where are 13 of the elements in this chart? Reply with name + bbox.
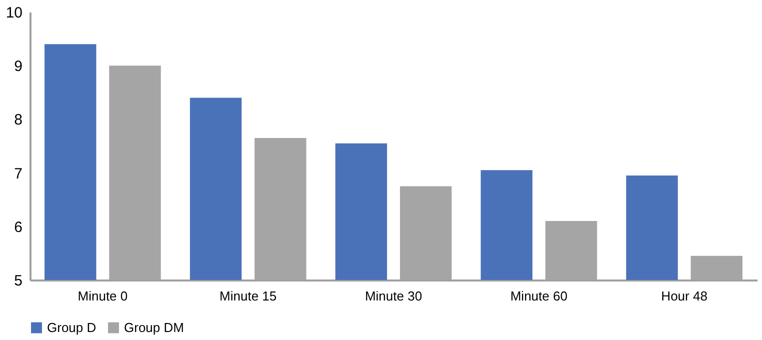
y-tick-label: 6 [14, 218, 22, 236]
x-tick-label: Minute 30 [364, 288, 422, 304]
legend-label: Group D [47, 320, 96, 335]
y-tick-label: 9 [14, 58, 22, 76]
x-tick-label: Minute 15 [220, 288, 277, 304]
x-tick-label: Minute 60 [510, 288, 568, 304]
legend-label: Group DM [124, 320, 184, 335]
y-tick-label: 7 [14, 165, 22, 182]
x-tick-label: Minute 0 [78, 288, 128, 304]
y-tick-label: 10 [6, 4, 22, 22]
y-tick-label: 8 [14, 112, 22, 129]
x-tick-label: Hour 48 [661, 288, 708, 304]
y-tick-label: 5 [14, 272, 22, 290]
